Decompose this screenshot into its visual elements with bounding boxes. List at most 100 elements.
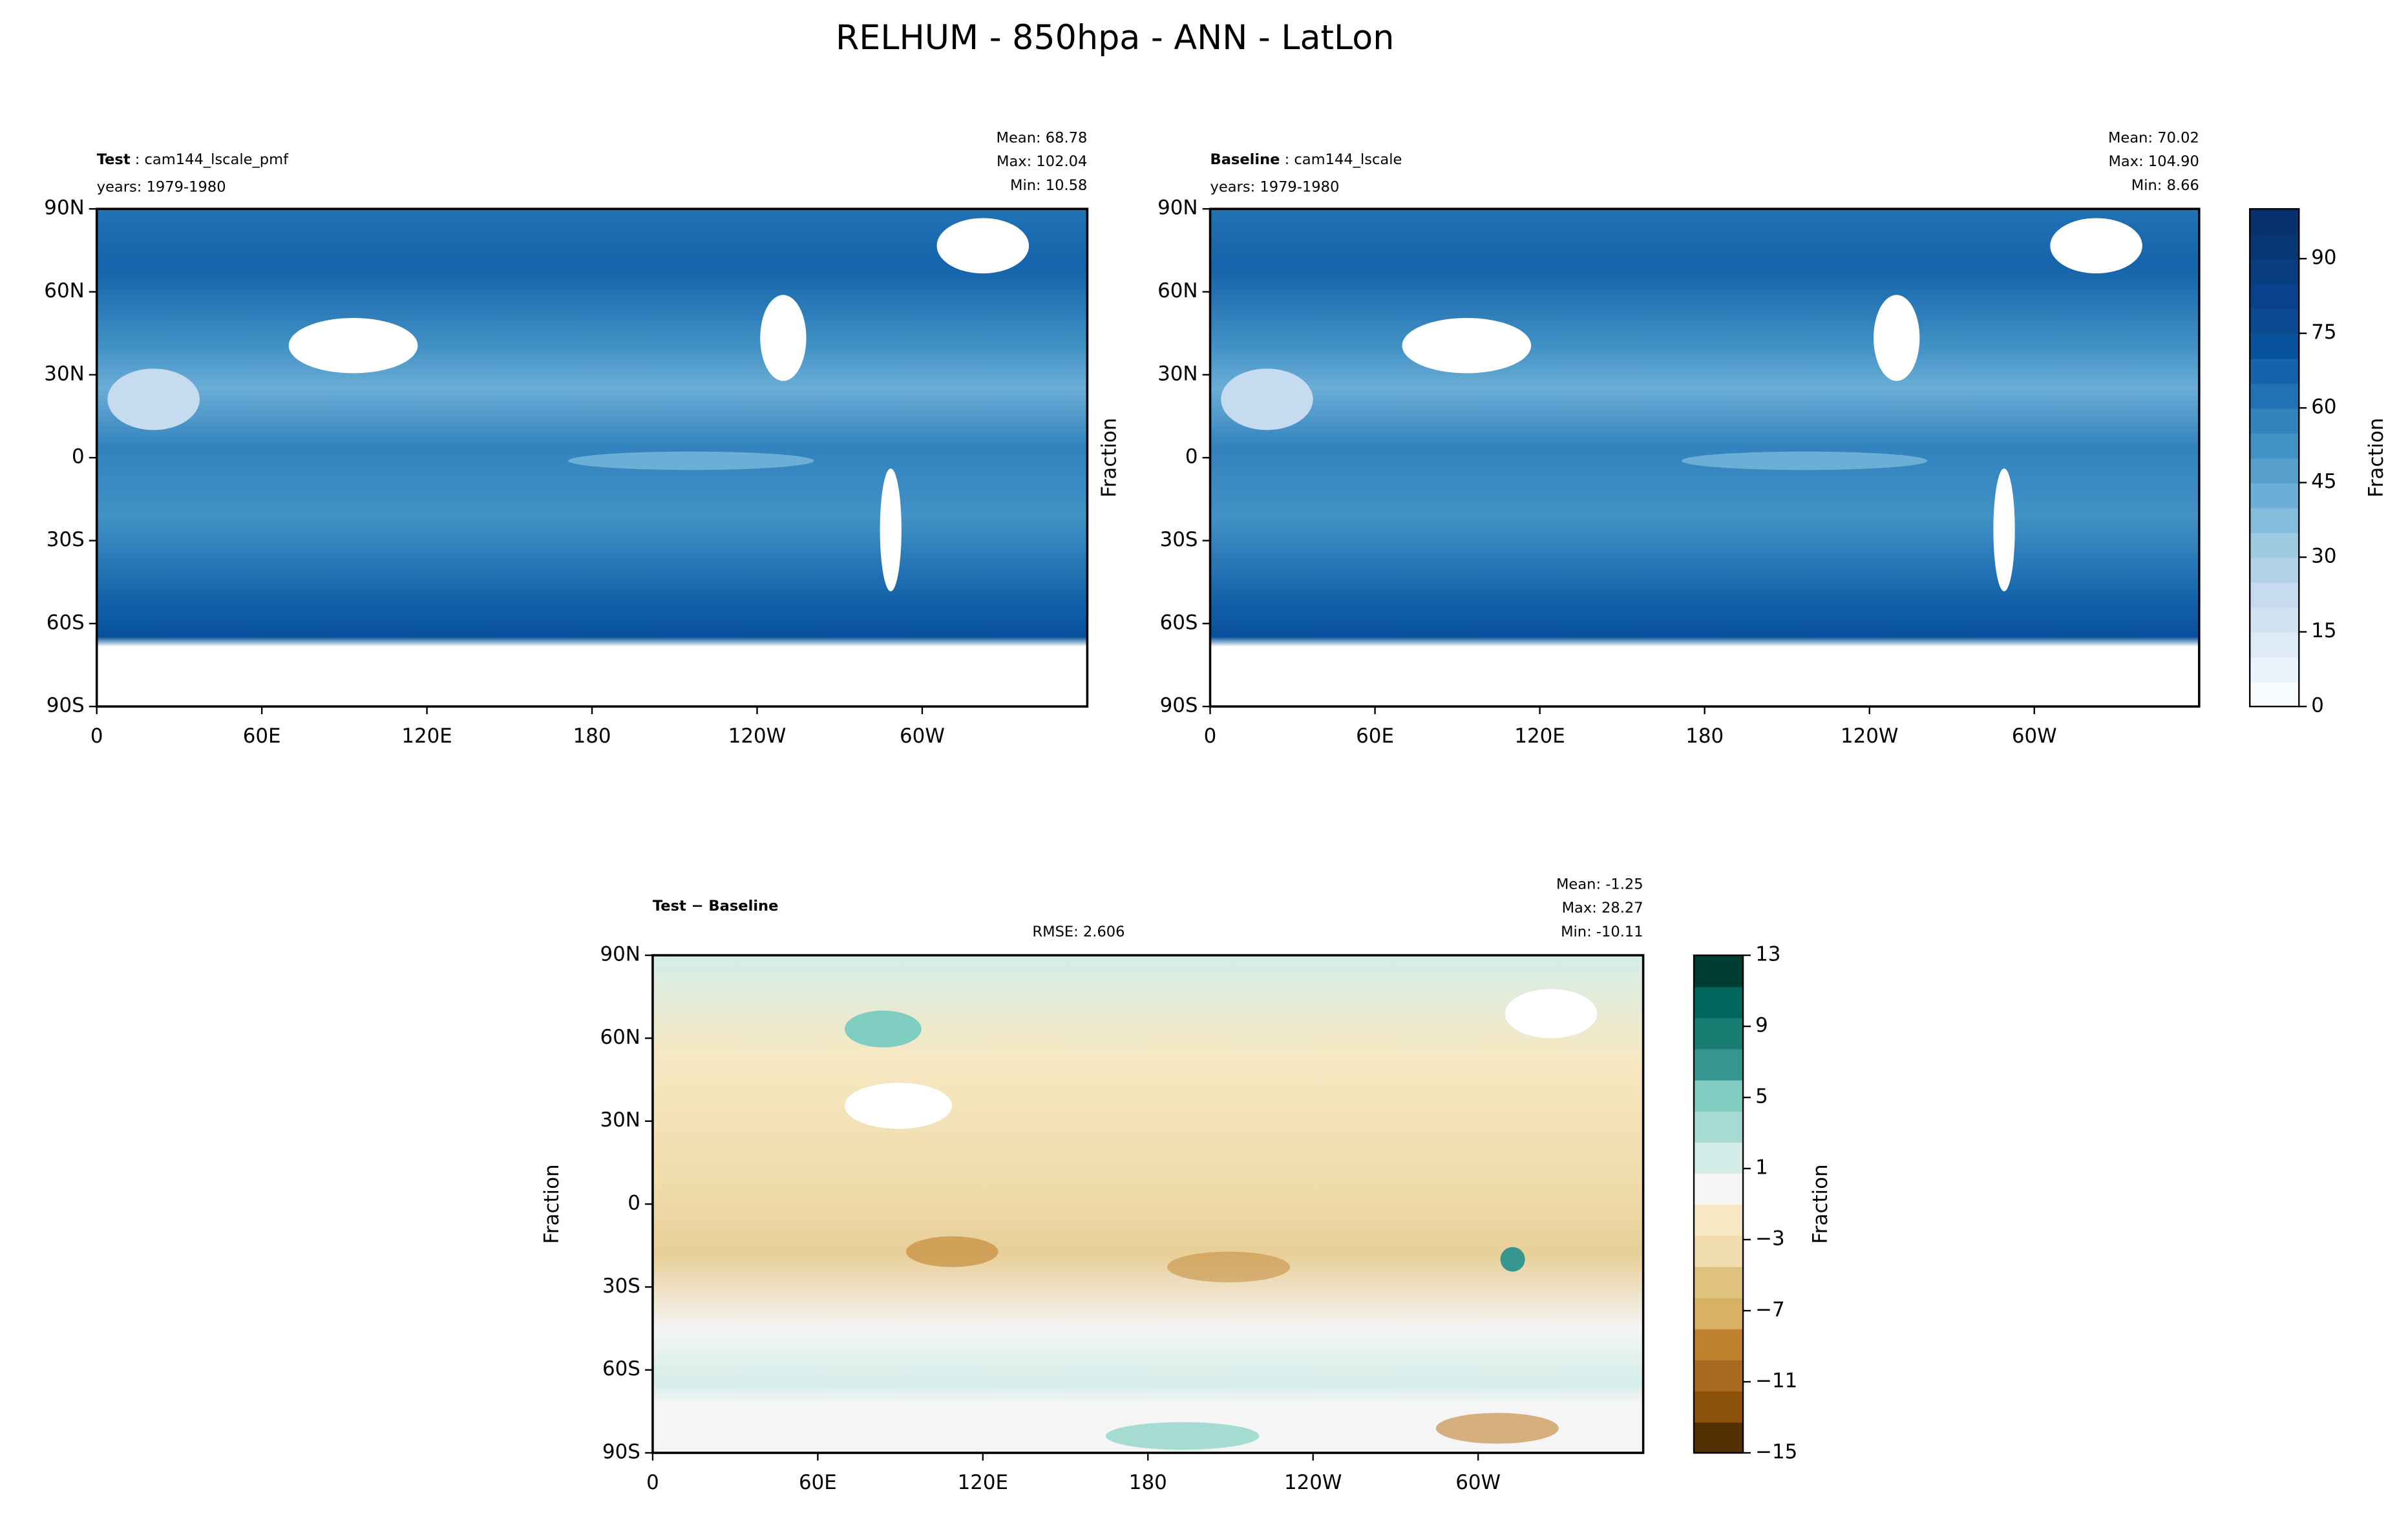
- colorbar-band: [2250, 383, 2299, 409]
- x-tick-label: 60E: [1356, 724, 1394, 748]
- colorbar-band: [1694, 986, 1744, 1019]
- x-tick-label: 60W: [2012, 724, 2057, 748]
- colorbar-frame: [2249, 208, 2300, 708]
- colorbar-tick-label: 13: [1755, 943, 1780, 966]
- colorbar-band: [1694, 955, 1744, 988]
- map-dry-areas: [107, 218, 1030, 591]
- colorbar-tick-label: 30: [2311, 545, 2336, 568]
- panel-stat: Mean: 68.78: [997, 129, 1088, 146]
- colorbar-band: [2250, 209, 2299, 235]
- panel-stat: Min: -10.11: [1561, 924, 1643, 940]
- colorbar-band: [1694, 1235, 1744, 1267]
- colorbar-label: Fraction: [2365, 418, 2388, 498]
- colorbar-band: [1694, 1141, 1744, 1174]
- map-difference-areas: [844, 989, 1598, 1450]
- x-tick-label: 180: [1129, 1471, 1167, 1494]
- colorbar-tick-label: 9: [1755, 1014, 1768, 1037]
- colorbar-band: [2250, 432, 2299, 459]
- x-tick-label: 0: [90, 724, 103, 748]
- y-tick-label: 30S: [602, 1274, 640, 1298]
- colorbar-band: [2250, 681, 2299, 708]
- colorbar-tick-label: 15: [2311, 619, 2336, 642]
- colorbar-band: [2250, 283, 2299, 310]
- colorbar-tick-label: 75: [2311, 321, 2336, 344]
- panel-name: Test − Baseline: [653, 898, 779, 914]
- panel-years: years: 1979-1980: [97, 178, 226, 195]
- colorbar-band: [2250, 358, 2299, 384]
- colorbar-band: [2250, 582, 2299, 608]
- colorbar-band: [1694, 1048, 1744, 1081]
- colorbar-band: [1694, 1204, 1744, 1236]
- colorbar-band: [1694, 1390, 1744, 1423]
- y-tick-label: 0: [1185, 445, 1198, 469]
- colorbar-band: [2250, 507, 2299, 533]
- panel-rmse: RMSE: 2.606: [1032, 924, 1125, 940]
- y-tick-label: 60S: [1160, 611, 1198, 634]
- colorbar-band: [2250, 557, 2299, 583]
- panel-name: Test: [97, 151, 131, 168]
- x-tick-label: 120E: [1514, 724, 1565, 748]
- panel-stat: Mean: -1.25: [1556, 876, 1643, 893]
- colorbar-tick-label: −11: [1755, 1369, 1797, 1393]
- y-tick-label: 30N: [600, 1108, 640, 1132]
- x-tick-label: 60E: [799, 1471, 837, 1494]
- panel-stat: Min: 10.58: [1010, 177, 1087, 194]
- colorbar-band: [1694, 1172, 1744, 1205]
- colorbar-band: [2250, 607, 2299, 633]
- x-tick-label: 120W: [728, 724, 786, 748]
- x-tick-label: 60W: [1455, 1471, 1501, 1494]
- y-tick-label: 90N: [44, 196, 84, 220]
- x-tick-label: 180: [573, 724, 611, 748]
- colorbar-band: [2250, 482, 2299, 509]
- panel-stat: Max: 102.04: [997, 153, 1087, 170]
- y-tick-label: 90S: [602, 1441, 640, 1464]
- colorbar-tick-label: 0: [2311, 694, 2324, 717]
- panel-stat: Max: 28.27: [1562, 900, 1643, 916]
- y-tick-label: 60S: [602, 1357, 640, 1380]
- colorbar-band: [2250, 408, 2299, 434]
- y-tick-label: 60N: [1157, 279, 1198, 302]
- colorbar-band: [2250, 631, 2299, 658]
- colorbar-band: [2250, 458, 2299, 483]
- y-tick-label: 60N: [44, 279, 84, 302]
- colorbar-tick-label: 1: [1755, 1156, 1768, 1179]
- panel-case: : cam144_lscale_pmf: [135, 151, 289, 168]
- colorbar-tick-label: −15: [1755, 1441, 1797, 1464]
- colorbar-band: [2250, 259, 2299, 284]
- y-tick-label: 30S: [47, 528, 85, 551]
- panel-label: Test − Baseline: [653, 898, 779, 914]
- colorbar-tick-label: 90: [2311, 246, 2336, 270]
- colorbar-tick-label: −3: [1755, 1227, 1785, 1251]
- colorbar-band: [1694, 1421, 1744, 1454]
- map-dry-areas: [1221, 218, 2142, 591]
- colorbar-frame: [1693, 954, 1744, 1454]
- y-tick-label: 30N: [1157, 362, 1198, 385]
- colorbar-label: Fraction: [1809, 1164, 1832, 1243]
- x-tick-label: 120E: [401, 724, 452, 748]
- y-tick-label: 90S: [1160, 694, 1198, 717]
- y-tick-label: 0: [72, 445, 85, 469]
- x-tick-label: 0: [646, 1471, 659, 1494]
- colorbar-tick-label: 5: [1755, 1085, 1768, 1108]
- y-tick-label: 30S: [1160, 528, 1198, 551]
- map-fields: [96, 209, 2199, 1453]
- colorbar-band: [1694, 1359, 1744, 1391]
- y-axis-label: Fraction: [540, 1164, 564, 1243]
- y-tick-label: 90S: [47, 694, 85, 717]
- panel-case: : cam144_lscale: [1285, 151, 1402, 168]
- y-tick-label: 90N: [1157, 196, 1198, 220]
- colorbar-band: [1694, 1110, 1744, 1143]
- panel-name: Baseline: [1210, 151, 1280, 168]
- colorbar-band: [1694, 1266, 1744, 1298]
- colorbar-band: [1694, 1328, 1744, 1360]
- panel-stat: Mean: 70.02: [2108, 129, 2199, 146]
- panel-years: years: 1979-1980: [1210, 178, 1340, 195]
- map-field: [652, 955, 1643, 1453]
- x-tick-label: 120W: [1284, 1471, 1342, 1494]
- colorbar-band: [1694, 1017, 1744, 1050]
- colorbar-tick-label: −7: [1755, 1298, 1785, 1322]
- y-tick-label: 90N: [600, 943, 640, 966]
- figure-title: RELHUM - 850hpa - ANN - LatLon: [836, 18, 1394, 58]
- colorbar-band: [2250, 532, 2299, 558]
